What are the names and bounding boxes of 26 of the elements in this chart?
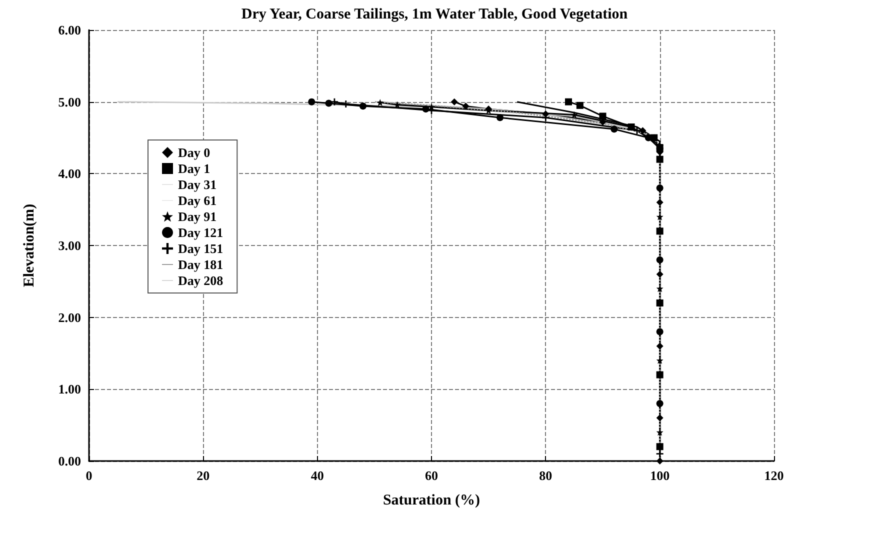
x-axis-title: Saturation (%): [382, 492, 480, 508]
legend-label: Day 91: [178, 209, 217, 224]
legend-label: Day 151: [178, 241, 224, 256]
x-tick-label: 20: [196, 468, 210, 483]
y-tick-label: 1.00: [58, 382, 81, 397]
legend-label: Day 61: [178, 193, 217, 208]
legend-label: Day 208: [178, 273, 224, 288]
legend-label: Day 181: [178, 257, 224, 272]
x-tick-label: 0: [86, 468, 92, 483]
x-tick-label: 80: [539, 468, 552, 483]
legend-label: Day 0: [178, 145, 210, 160]
x-tick-label: 120: [764, 468, 784, 483]
y-tick-label: 0.00: [58, 454, 81, 468]
x-tick-label: 100: [650, 468, 670, 483]
y-tick-label: 3.00: [58, 238, 81, 253]
legend-label: Day 31: [178, 177, 217, 192]
legend-label: Day 121: [178, 225, 224, 240]
x-tick-label: 60: [425, 468, 438, 483]
y-tick-label: 4.00: [58, 166, 81, 182]
y-tick-label: 2.00: [58, 310, 81, 325]
y-tick-label: 6.00: [58, 22, 81, 38]
y-axis-title: Elevation(m): [22, 204, 38, 288]
legend-label: Day 1: [178, 161, 210, 176]
y-tick-label: 5.00: [58, 94, 81, 110]
chart-title: Dry Year, Coarse Tailings, 1m Water Table, Good Vegetation: [241, 6, 628, 22]
x-tick-label: 40: [310, 468, 324, 483]
